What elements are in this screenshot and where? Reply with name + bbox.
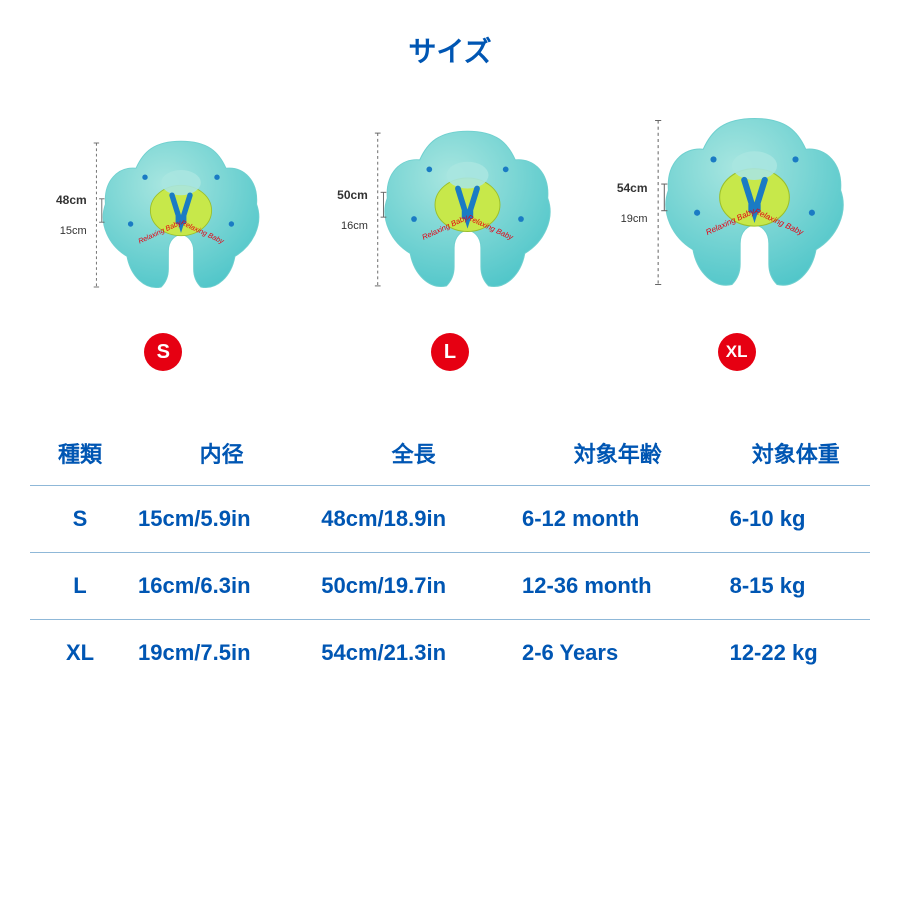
table-cell-0-1: 15cm/5.9in <box>130 486 313 553</box>
table-cell-2-0: XL <box>30 620 130 687</box>
baby-float-illustration: Relaxing Baby Relaxing Baby <box>372 114 563 305</box>
size-badge-l: L <box>431 333 469 371</box>
product-cell-l: 50cm 16cm Relaxing Baby Relaxing Baby L <box>307 114 594 371</box>
baby-float-illustration: Relaxing Baby Relaxing Baby <box>652 100 857 305</box>
product-figure: 54cm 19cm Relaxing Baby Relaxing Baby <box>617 100 857 305</box>
table-header-3: 対象年齢 <box>514 421 722 486</box>
size-badge-s: S <box>144 333 182 371</box>
dimension-labels: 54cm 19cm <box>617 181 648 225</box>
baby-float-illustration: Relaxing Baby Relaxing Baby <box>91 125 271 305</box>
table-cell-1-1: 16cm/6.3in <box>130 553 313 620</box>
inner-dimension-label: 16cm <box>341 220 368 232</box>
size-badge-xl: XL <box>718 333 756 371</box>
table-header-4: 対象体重 <box>722 421 870 486</box>
product-figure: 48cm 15cm Relaxing Baby Relaxing Baby <box>56 125 271 305</box>
dimension-labels: 48cm 15cm <box>56 193 87 237</box>
sizing-table: 種類内径全長対象年齢対象体重 S15cm/5.9in48cm/18.9in6-1… <box>30 421 870 686</box>
table-cell-2-1: 19cm/7.5in <box>130 620 313 687</box>
table-cell-0-4: 6-10 kg <box>722 486 870 553</box>
table-row: XL19cm/7.5in54cm/21.3in2-6 Years12-22 kg <box>30 620 870 687</box>
outer-dimension-label: 54cm <box>617 181 648 195</box>
table-row: S15cm/5.9in48cm/18.9in6-12 month6-10 kg <box>30 486 870 553</box>
dimension-labels: 50cm 16cm <box>337 188 368 232</box>
table-cell-2-3: 2-6 Years <box>514 620 722 687</box>
outer-dimension-label: 50cm <box>337 188 368 202</box>
products-row: 48cm 15cm Relaxing Baby Relaxing Baby S 50… <box>0 90 900 391</box>
table-cell-0-2: 48cm/18.9in <box>313 486 514 553</box>
inner-dimension-label: 15cm <box>60 225 87 237</box>
page-title: サイズ <box>0 0 900 90</box>
table-row: L16cm/6.3in50cm/19.7in12-36 month8-15 kg <box>30 553 870 620</box>
inner-dimension-label: 19cm <box>621 213 648 225</box>
table-header-1: 内径 <box>130 421 313 486</box>
outer-dimension-label: 48cm <box>56 193 87 207</box>
table-cell-1-3: 12-36 month <box>514 553 722 620</box>
table-cell-1-0: L <box>30 553 130 620</box>
table-cell-2-2: 54cm/21.3in <box>313 620 514 687</box>
table-header-2: 全長 <box>313 421 514 486</box>
table-header-0: 種類 <box>30 421 130 486</box>
table-cell-0-3: 6-12 month <box>514 486 722 553</box>
product-figure: 50cm 16cm Relaxing Baby Relaxing Baby <box>337 114 563 305</box>
table-cell-0-0: S <box>30 486 130 553</box>
table-cell-2-4: 12-22 kg <box>722 620 870 687</box>
product-cell-xl: 54cm 19cm Relaxing Baby Relaxing Baby XL <box>593 100 880 371</box>
table-cell-1-2: 50cm/19.7in <box>313 553 514 620</box>
table-cell-1-4: 8-15 kg <box>722 553 870 620</box>
product-cell-s: 48cm 15cm Relaxing Baby Relaxing Baby S <box>20 125 307 371</box>
